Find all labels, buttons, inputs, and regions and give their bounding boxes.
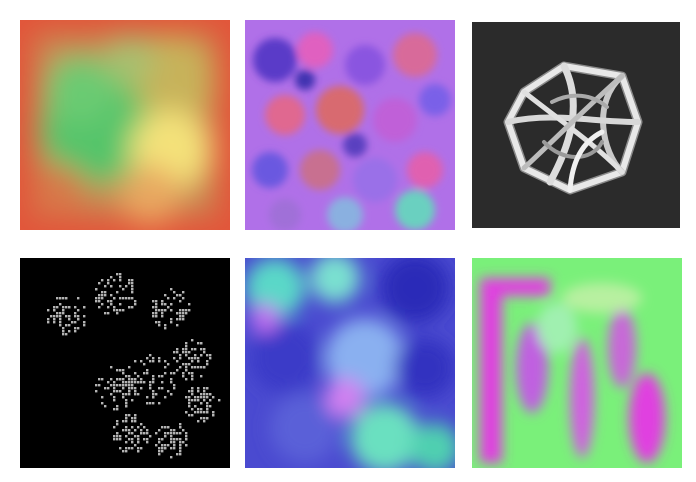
blue-teal-iridescent-texture [245,258,455,468]
blurred-green-yellow-texture [20,20,230,230]
green-magenta-stripe-texture [472,258,682,468]
gray-dot-pattern [20,258,230,468]
white-knot-render [472,22,680,228]
purple-magenta-noise-texture [245,20,455,230]
